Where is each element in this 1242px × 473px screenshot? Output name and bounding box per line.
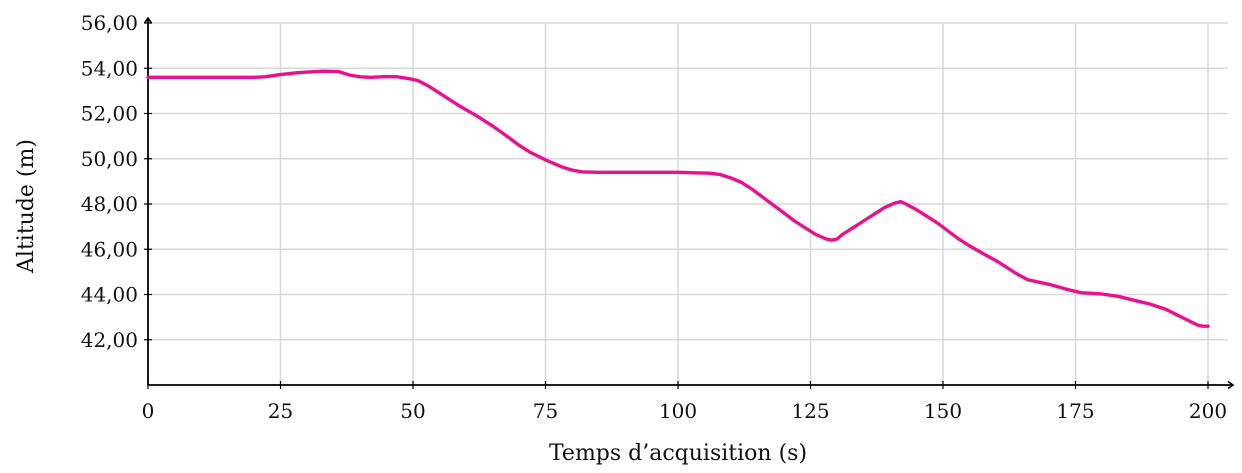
x-tick-label: 200 — [1189, 399, 1227, 423]
y-tick-label: 44,00 — [81, 283, 138, 307]
series-layer — [146, 69, 1210, 328]
y-tick-label: 54,00 — [81, 56, 138, 80]
x-tick-label: 50 — [400, 399, 425, 423]
y-tick-label: 52,00 — [81, 102, 138, 126]
y-tick-label: 46,00 — [81, 237, 138, 261]
y-tick-label: 50,00 — [81, 147, 138, 171]
x-tick-label: 175 — [1056, 399, 1094, 423]
x-tick-label: 25 — [268, 399, 293, 423]
x-tick-label: 75 — [533, 399, 558, 423]
y-tick-label: 42,00 — [81, 328, 138, 352]
axes — [143, 16, 1235, 390]
y-tick-label: 56,00 — [81, 11, 138, 35]
x-tick-label: 100 — [659, 399, 697, 423]
x-tick-label: 0 — [142, 399, 155, 423]
series-line — [146, 69, 1210, 328]
tick-labels: 0 25 50 75 100 125 150 175 200 42,00 44,00 46,00 48,… — [81, 11, 1227, 423]
grid — [148, 22, 1228, 385]
y-axis-title: Altitude (m) — [14, 139, 39, 274]
x-tick-label: 125 — [791, 399, 829, 423]
x-tick-label: 150 — [924, 399, 962, 423]
y-tick-label: 48,00 — [81, 192, 138, 216]
x-axis-title: Temps d’acquisition (s) — [549, 441, 807, 466]
